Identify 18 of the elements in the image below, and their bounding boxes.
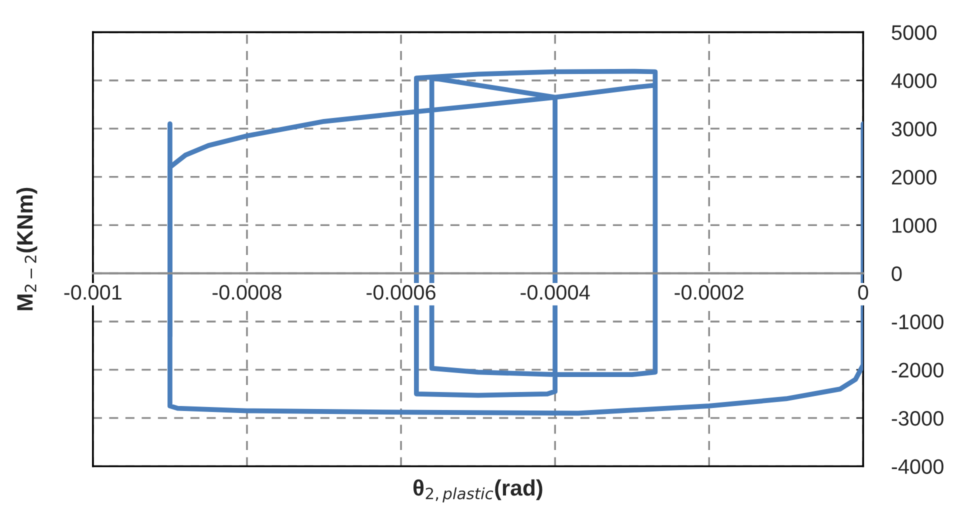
y-tick-label: -1000: [892, 314, 944, 330]
x-tick-label: 0: [858, 284, 868, 300]
y-tick-label: 4000: [891, 73, 936, 88]
x-tick-label: -0.0002: [674, 284, 744, 300]
y-tick-label: 3000: [892, 122, 936, 136]
x-axis-title: θ$_{2,plastic}$(rad): [413, 479, 542, 502]
y-tick-label: 0: [892, 266, 902, 282]
y-tick-label: -4000: [892, 459, 944, 474]
x-tick-label: -0.0008: [212, 284, 282, 300]
y-axis-title: M$_{2−2}$(KNm): [16, 188, 38, 310]
y-tick-label: 5000: [892, 25, 936, 40]
x-tick-label: -0.0006: [366, 284, 436, 300]
y-tick-label: 2000: [892, 170, 936, 185]
y-tick-label: 1000: [892, 218, 936, 233]
y-tick-label: -2000: [892, 362, 944, 378]
y-tick-label: -3000: [892, 411, 944, 426]
x-tick-label: -0.0004: [520, 284, 590, 300]
x-tick-label: -0.001: [64, 284, 122, 300]
